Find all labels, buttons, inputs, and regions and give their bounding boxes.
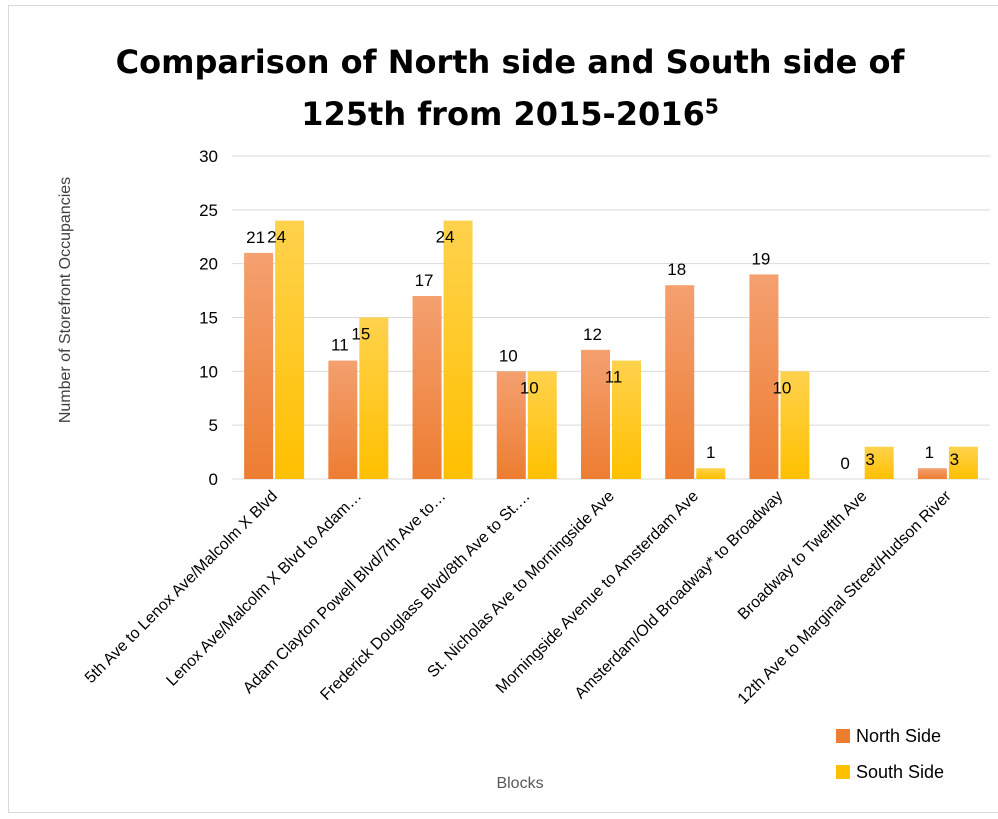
data-label: 12 <box>583 325 602 344</box>
legend-item-north: North Side <box>836 718 944 754</box>
chart-title-text: Comparison of North side and South side … <box>115 43 905 133</box>
legend-item-south: South Side <box>836 754 944 790</box>
data-label: 3 <box>865 450 874 469</box>
chart-frame <box>8 5 998 813</box>
bar-south <box>527 371 557 479</box>
gridlines <box>232 155 990 480</box>
bar-north <box>496 371 526 479</box>
bar-south <box>443 220 473 479</box>
bar-south <box>780 371 810 479</box>
bar-south <box>359 317 389 479</box>
bar-south <box>696 468 726 479</box>
data-label: 17 <box>415 271 434 290</box>
chart-title: Comparison of North side and South side … <box>60 36 960 140</box>
bar-north <box>244 252 274 479</box>
data-label: 10 <box>499 346 518 365</box>
x-tick-label: 5th Ave to Lenox Ave/Malcolm X Blvd <box>82 488 281 687</box>
bar-north <box>328 360 358 479</box>
data-label: 18 <box>667 260 686 279</box>
bars <box>244 220 978 479</box>
bar-north <box>665 285 695 479</box>
y-tick-label: 25 <box>199 201 218 220</box>
data-label: 15 <box>351 325 370 344</box>
data-label: 11 <box>605 368 623 387</box>
data-label: 21 <box>246 228 265 247</box>
legend: North Side South Side <box>836 718 944 790</box>
bar-north <box>749 274 779 479</box>
data-label: 1 <box>925 443 934 462</box>
bar-north <box>917 468 947 479</box>
x-axis-label: Blocks <box>496 775 544 792</box>
bar-south <box>948 446 978 479</box>
legend-swatch-south <box>836 765 850 779</box>
data-label: 1 <box>706 443 715 462</box>
bar-south <box>864 446 894 479</box>
legend-label-north: North Side <box>856 725 942 746</box>
legend-label-south: South Side <box>856 761 945 782</box>
bar-south <box>612 360 641 479</box>
y-tick-label: 10 <box>199 362 218 381</box>
chart-title-superscript: 5 <box>704 94 719 119</box>
data-label: 11 <box>331 336 349 355</box>
data-label: 24 <box>436 228 455 247</box>
y-tick-label: 5 <box>209 416 218 435</box>
y-tick-label: 20 <box>199 255 218 274</box>
x-tick-label: Lenox Ave/Malcolm X Blvd to Adam… <box>163 488 365 690</box>
data-label: 3 <box>950 450 959 469</box>
data-label: 10 <box>520 378 539 397</box>
y-tick-label: 0 <box>209 470 218 489</box>
x-tick-labels: 5th Ave to Lenox Ave/Malcolm X BlvdLenox… <box>82 487 955 707</box>
data-label: 19 <box>751 249 770 268</box>
data-label: 10 <box>772 378 791 397</box>
legend-swatch-north <box>836 729 850 743</box>
y-tick-label: 30 <box>199 147 218 166</box>
bar-north <box>581 349 610 479</box>
x-tick-label: St. Nicholas Ave to Morningside Ave <box>424 488 617 681</box>
bar-north <box>412 295 442 479</box>
data-label: 24 <box>267 228 286 247</box>
y-tick-label: 15 <box>199 309 218 328</box>
y-tick-labels: 0 5 10 15 20 25 30 <box>199 147 218 489</box>
bar-south <box>275 220 305 479</box>
data-label: 0 <box>840 454 849 473</box>
